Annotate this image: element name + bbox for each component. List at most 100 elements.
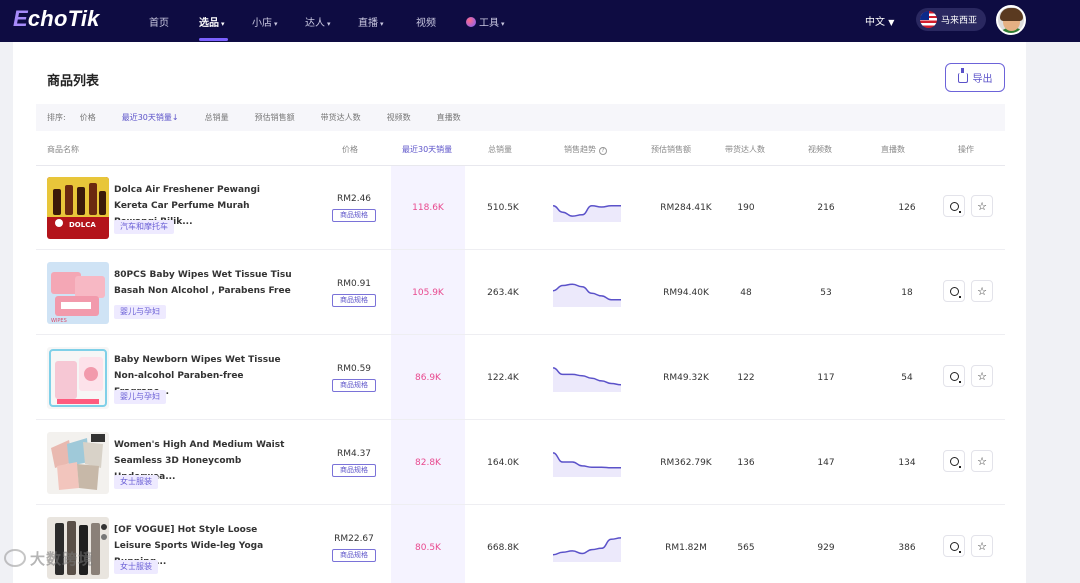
favorite-button[interactable]: ☆ [971,280,993,302]
product-thumbnail[interactable]: WIPES [47,262,109,324]
watermark: 大数跨境 [4,548,94,569]
table-row[interactable]: DOLCA Dolca Air Freshener Pewangi Kereta… [36,166,1005,250]
sort-sales-30d[interactable]: 最近30天销量↓ [121,113,179,122]
detail-search-button[interactable] [943,450,965,472]
language-selector[interactable]: 中文 ▼ [865,17,895,28]
est-revenue-value: RM49.32K [663,373,709,383]
search-icon [949,286,961,298]
favorite-button[interactable]: ☆ [971,195,993,217]
col-videos: 视频数 [808,145,832,154]
sparkline-line [553,367,621,386]
detail-search-button[interactable] [943,535,965,557]
active-nav-indicator [199,38,228,41]
table-row[interactable]: Women's High And Medium Waist Seamless 3… [36,421,1005,505]
nav-influencers[interactable]: 达人 ▾ [305,18,331,29]
video-count: 147 [817,458,835,468]
detail-search-button[interactable] [943,365,965,387]
region-label: 马来西亚 [941,16,978,26]
sort-est-revenue[interactable]: 预估销售额 [254,113,295,122]
sparkline-area [553,452,621,477]
echotik-logo[interactable]: EchoTik [13,6,100,31]
sort-lives[interactable]: 直播数 [436,113,461,122]
nav-live[interactable]: 直播 ▾ [358,18,384,29]
influencer-count: 136 [737,458,755,468]
live-count: 54 [901,373,913,383]
sales-30d-value: 80.5K [415,543,441,553]
spec-button[interactable]: 商品规格 [332,294,376,307]
chevron-down-icon: ▾ [327,20,331,28]
spec-button[interactable]: 商品规格 [332,379,376,392]
favorite-button[interactable]: ☆ [971,450,993,472]
detail-search-button[interactable] [943,195,965,217]
nav-products[interactable]: 选品 ▾ [199,18,225,29]
total-sales-value: 510.5K [487,203,519,213]
product-thumbnail[interactable] [47,347,109,409]
sales-trend-sparkline [553,283,621,307]
detail-search-button[interactable] [943,280,965,302]
sort-total-sales[interactable]: 总销量 [204,113,229,122]
category-tag[interactable]: 女士服装 [114,475,158,489]
spec-button[interactable]: 商品规格 [332,464,376,477]
chevron-down-icon: ▾ [501,20,505,28]
export-button[interactable]: 导出 [945,63,1005,92]
table-row[interactable]: [OF VOGUE] Hot Style Loose Leisure Sport… [36,506,1005,583]
product-thumbnail[interactable]: DOLCA [47,177,109,239]
favorite-button[interactable]: ☆ [971,365,993,387]
influencer-count: 122 [737,373,755,383]
price-value: RM22.67 [334,534,374,544]
star-icon: ☆ [977,199,987,213]
user-avatar[interactable] [996,5,1026,35]
sparkline-area [553,367,621,392]
sparkline-line [553,452,621,469]
region-selector[interactable]: 马来西亚 [916,8,986,31]
nav-videos[interactable]: 视频 [416,18,436,29]
svg-text:WIPES: WIPES [51,318,67,324]
sales-30d-value: 118.6K [412,203,444,213]
favorite-button[interactable]: ☆ [971,535,993,557]
table-row[interactable]: WIPES 80PCS Baby Wipes Wet Tissue Tisu B… [36,251,1005,335]
help-icon[interactable]: ? [599,147,607,155]
category-tag[interactable]: 汽车和摩托车 [114,220,174,234]
spec-button[interactable]: 商品规格 [332,549,376,562]
sales-trend-sparkline [553,204,621,222]
sparkline-area [553,537,621,562]
page-scroll-area[interactable] [1026,42,1080,583]
sort-influencers[interactable]: 带货达人数 [320,113,361,122]
spec-button[interactable]: 商品规格 [332,209,376,222]
star-icon: ☆ [977,454,987,468]
category-tag[interactable]: 婴儿与孕妇 [114,390,166,404]
est-revenue-value: RM284.41K [660,203,712,213]
product-thumbnail[interactable] [47,432,109,494]
product-thumbnail[interactable] [47,517,109,579]
tools-icon [466,17,476,27]
nav-home[interactable]: 首页 [149,18,169,29]
sort-videos[interactable]: 视频数 [386,113,411,122]
search-icon [949,201,961,213]
star-icon: ☆ [977,284,987,298]
nav-tools[interactable]: 工具 ▾ [466,14,505,29]
live-count: 18 [901,288,913,298]
chevron-down-icon: ▾ [274,20,278,28]
table-header: 商品名称 价格 最近30天销量 总销量 销售趋势? 预估销售额 带货达人数 视频… [36,138,1005,166]
svg-text:DOLCA: DOLCA [69,221,96,229]
col-product-name: 商品名称 [47,145,79,154]
price-value: RM0.91 [336,279,372,289]
table-row[interactable]: Baby Newborn Wipes Wet Tissue Non-alcoho… [36,336,1005,420]
col-sales-30d[interactable]: 最近30天销量 [402,145,453,154]
search-icon [949,456,961,468]
sort-price[interactable]: 价格 [79,113,96,122]
sales-trend-sparkline [553,537,621,562]
category-tag[interactable]: 婴儿与孕妇 [114,305,166,319]
influencer-count: 190 [737,203,755,213]
est-revenue-value: RM94.40K [663,288,709,298]
col-sales-trend: 销售趋势? [564,144,607,155]
live-count: 386 [898,543,916,553]
influencer-count: 565 [737,543,755,553]
est-revenue-value: RM1.82M [665,543,707,553]
export-icon [957,67,968,83]
category-tag[interactable]: 女士服装 [114,560,158,574]
nav-shops[interactable]: 小店 ▾ [252,18,278,29]
search-icon [949,371,961,383]
chevron-down-icon: ▾ [380,20,384,28]
top-nav: EchoTik 首页 选品 ▾ 小店 ▾ 达人 ▾ 直播 ▾ 视频 工具 ▾ 中文 ▼ 马… [0,0,1080,42]
